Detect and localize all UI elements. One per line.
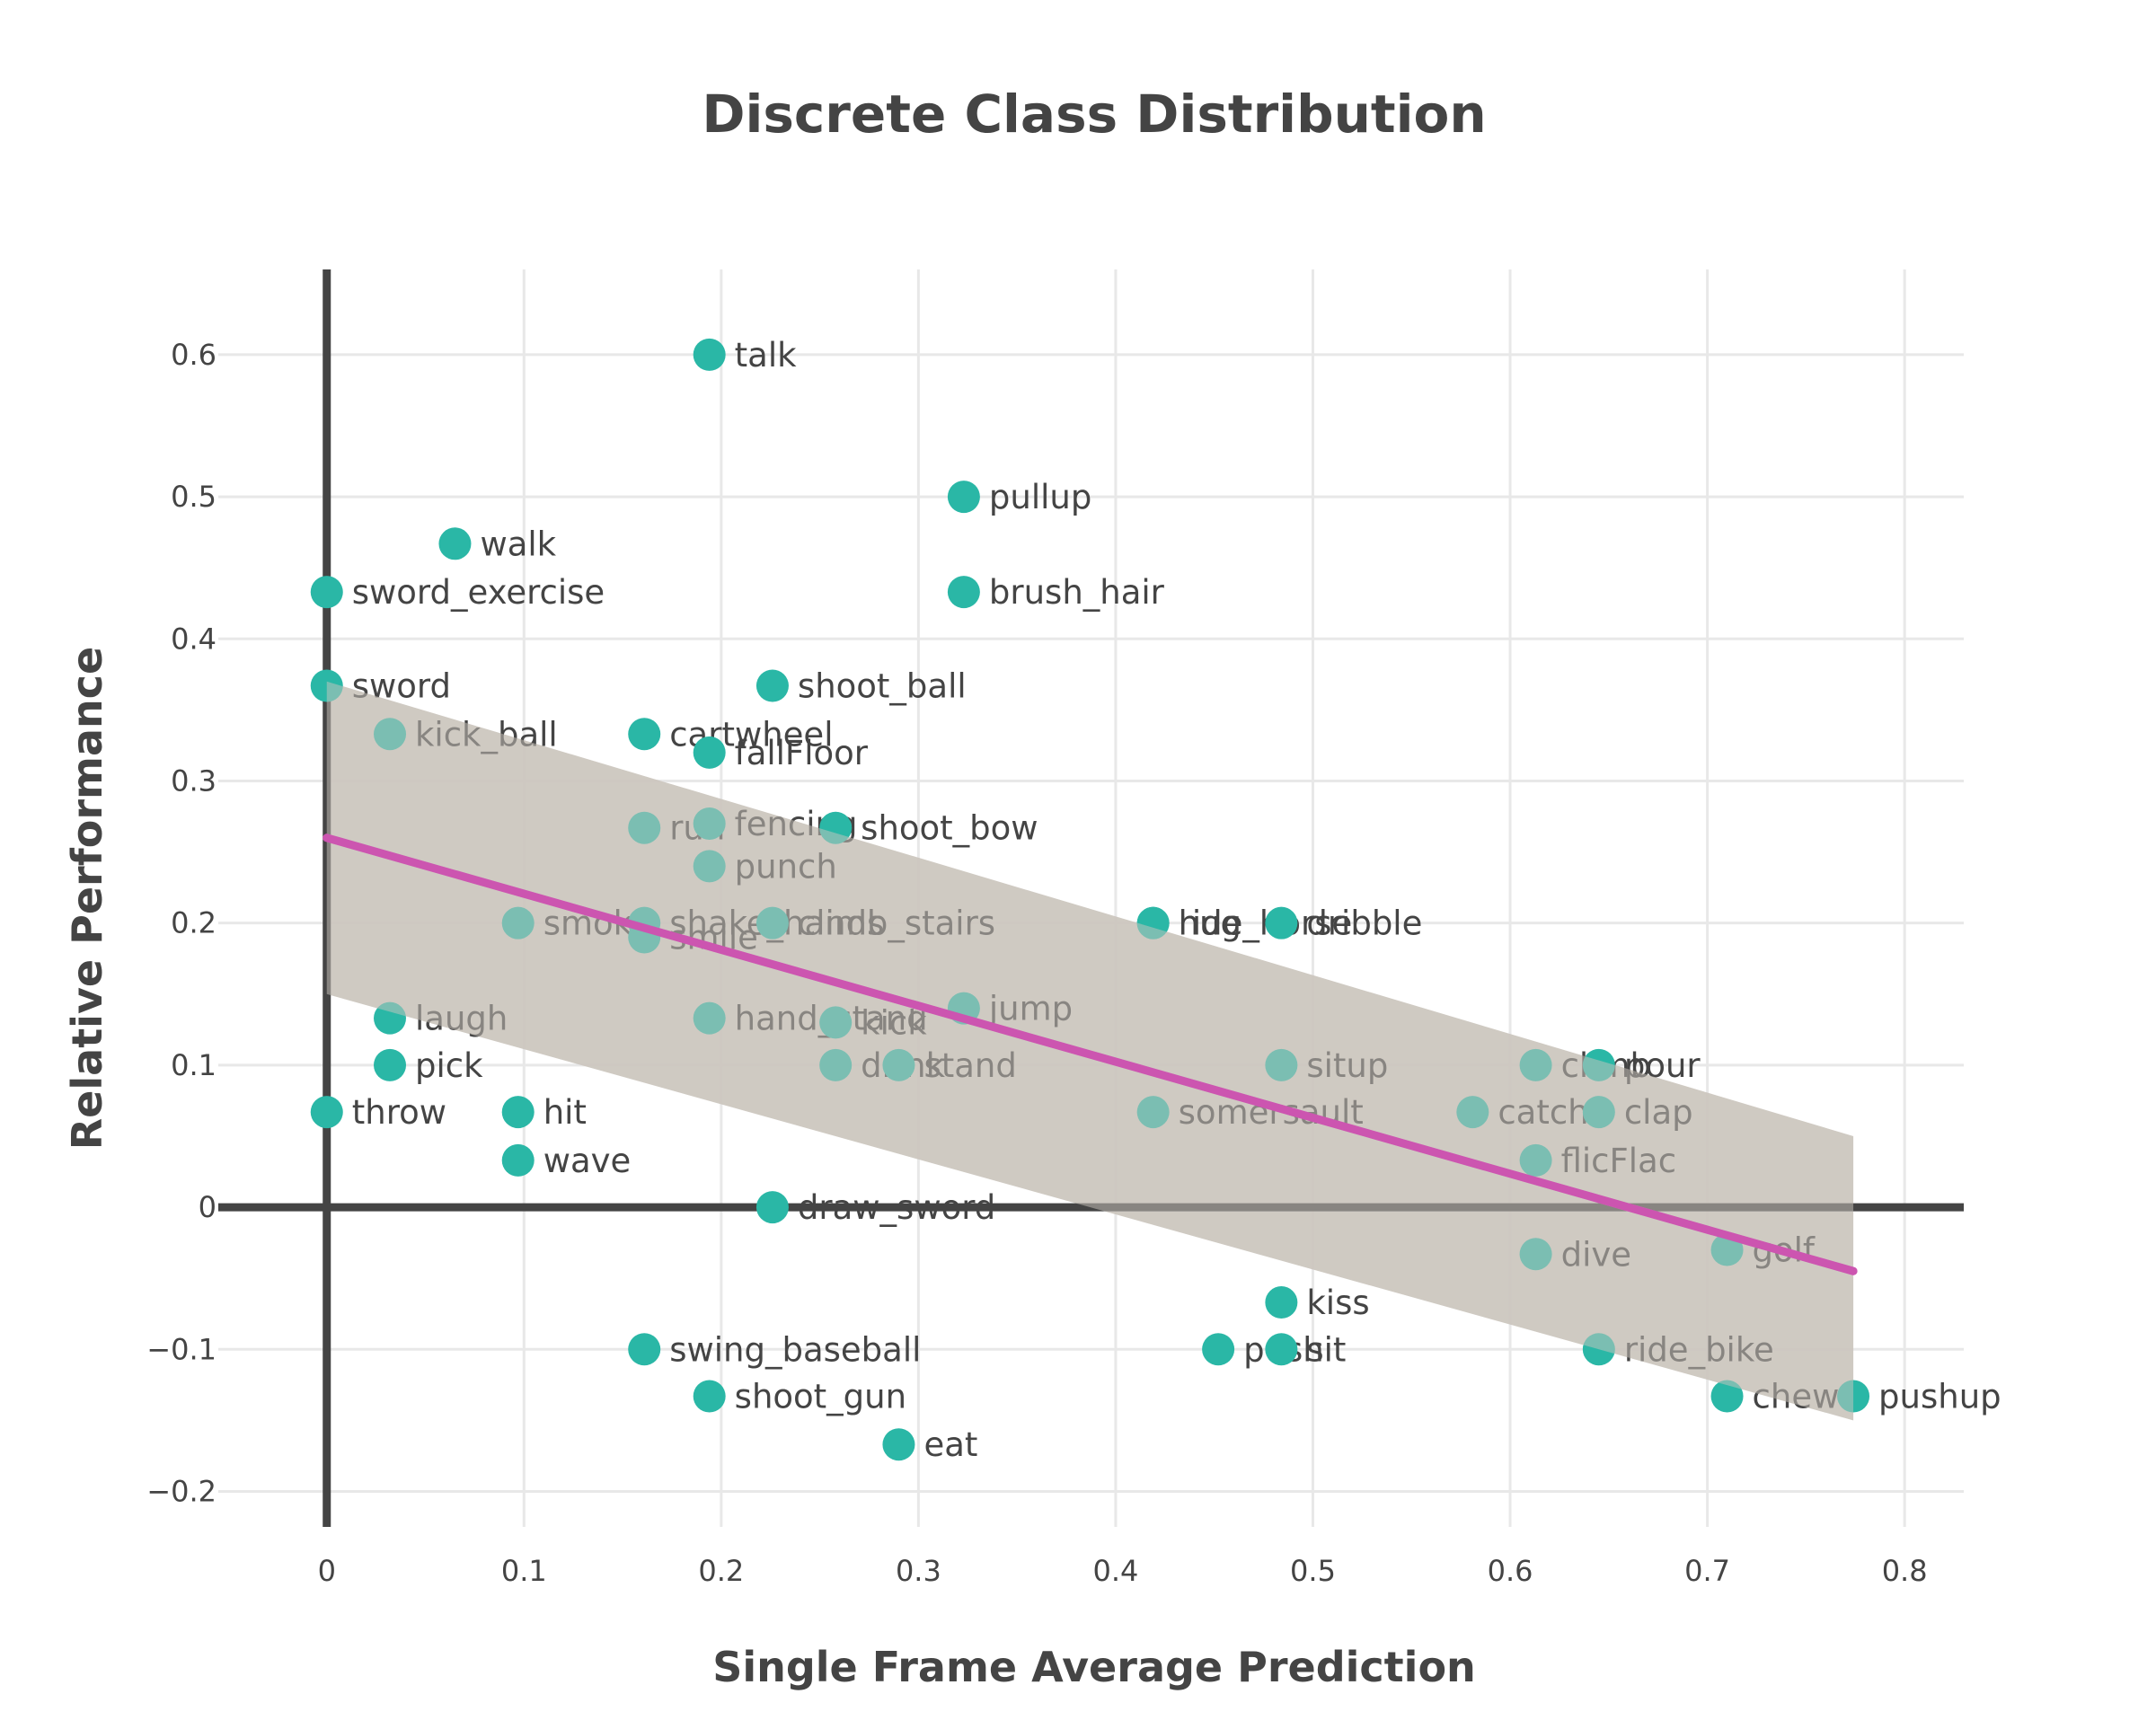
- trend-line-top: [323, 834, 1858, 1275]
- point-label: sit: [1306, 1330, 1346, 1369]
- point-label: eat: [923, 1425, 977, 1464]
- point-label: sword_exercise: [352, 573, 605, 612]
- point-label: talk: [735, 336, 797, 375]
- point-label: throw: [352, 1093, 446, 1132]
- x-tick-label: 0.5: [1290, 1554, 1336, 1588]
- point-label: wave: [543, 1142, 632, 1180]
- point-label: dribble: [1306, 904, 1422, 943]
- data-point[interactable]: [1265, 1286, 1298, 1319]
- x-tick-label: 0.8: [1882, 1554, 1928, 1588]
- point-label: walk: [480, 525, 556, 563]
- x-tick-label: 0.1: [501, 1554, 547, 1588]
- x-tick-label: 0.2: [698, 1554, 744, 1588]
- tick-labels: 0 0.1 0.2 0.3 0.4 0.5 0.6 0.7 0.8 −0.2 −0.1 0 0.1 0.2…: [146, 338, 1927, 1588]
- x-tick-label: 0.4: [1092, 1554, 1138, 1588]
- data-point[interactable]: [693, 736, 726, 769]
- x-tick-label: 0.7: [1684, 1554, 1730, 1588]
- data-point[interactable]: [947, 481, 980, 514]
- y-tick-label: 0.1: [171, 1048, 216, 1082]
- data-point[interactable]: [628, 1333, 661, 1366]
- point-label: kiss: [1306, 1284, 1369, 1322]
- y-tick-label: 0: [199, 1190, 216, 1224]
- x-tick-label: 0: [318, 1554, 336, 1588]
- y-tick-label: 0.4: [171, 622, 216, 656]
- data-point[interactable]: [1202, 1333, 1235, 1366]
- data-point[interactable]: [628, 718, 661, 751]
- data-point[interactable]: [1265, 1333, 1298, 1366]
- point-label: hug: [1179, 904, 1241, 943]
- data-point[interactable]: [310, 1096, 343, 1129]
- data-point[interactable]: [1265, 906, 1298, 939]
- data-point[interactable]: [438, 527, 472, 560]
- y-tick-label: 0.5: [171, 480, 216, 514]
- data-point[interactable]: [693, 338, 726, 371]
- point-label: shoot_gun: [735, 1377, 906, 1416]
- point-label: shoot_ball: [798, 667, 967, 706]
- y-tick-label: 0.2: [171, 906, 216, 940]
- point-label: fallFloor: [735, 734, 869, 772]
- point-label: shoot_bow: [861, 809, 1038, 848]
- point-label: hit: [543, 1093, 587, 1132]
- y-tick-label: 0.3: [171, 763, 216, 798]
- data-point[interactable]: [755, 669, 789, 702]
- x-tick-label: 0.3: [896, 1554, 941, 1588]
- data-point[interactable]: [693, 1380, 726, 1413]
- band-overlay-layer: [323, 681, 1858, 1421]
- point-label: pick: [415, 1046, 483, 1085]
- x-tick-label: 0.6: [1488, 1554, 1533, 1588]
- data-point[interactable]: [374, 1048, 407, 1081]
- y-tick-label: −0.1: [146, 1332, 216, 1366]
- data-point[interactable]: [755, 1191, 789, 1224]
- y-axis-title: Relative Performance: [63, 647, 111, 1150]
- data-point[interactable]: [1710, 1380, 1744, 1413]
- point-label: draw_sword: [798, 1188, 995, 1227]
- x-axis-title: Single Frame Average Prediction: [712, 1643, 1476, 1691]
- point-label: brush_hair: [989, 573, 1165, 612]
- point-label: pushup: [1878, 1377, 2001, 1416]
- data-point[interactable]: [501, 1143, 535, 1177]
- point-label: pullup: [989, 478, 1091, 516]
- point-label: swing_baseball: [669, 1330, 921, 1369]
- data-point[interactable]: [947, 576, 980, 609]
- chart-title: Discrete Class Distribution: [702, 84, 1486, 145]
- y-tick-label: 0.6: [171, 338, 216, 372]
- data-point[interactable]: [310, 576, 343, 609]
- data-point[interactable]: [882, 1428, 915, 1461]
- y-tick-label: −0.2: [146, 1474, 216, 1508]
- data-point[interactable]: [501, 1096, 535, 1129]
